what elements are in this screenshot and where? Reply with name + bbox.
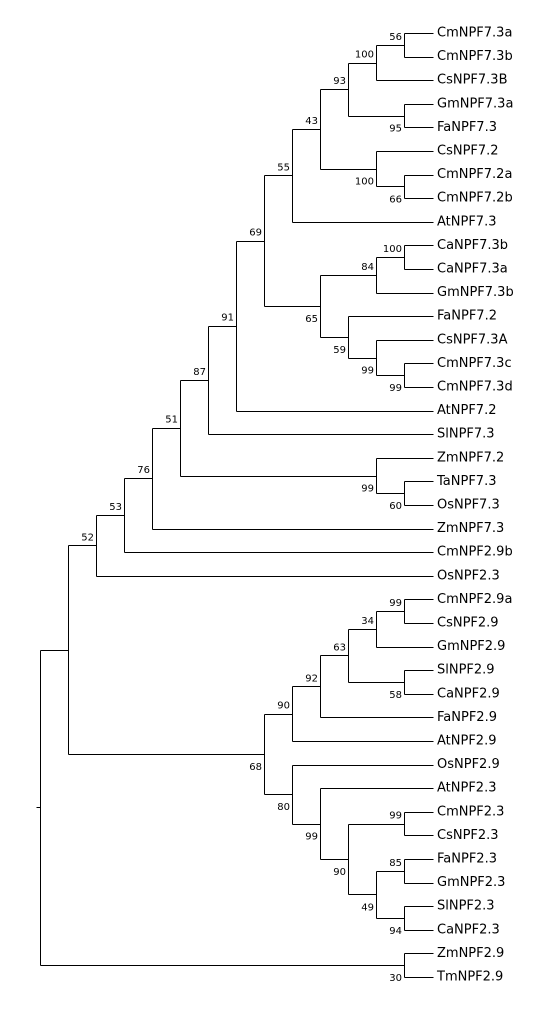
support-value-n_93: 93 <box>333 76 346 87</box>
leaf-label-SlNPF2.9: SlNPF2.9 <box>437 663 495 678</box>
support-value-n_55: 55 <box>277 162 290 173</box>
support-value-n_3B: 100 <box>355 50 374 61</box>
leaf-label-CmNPF7.3d: CmNPF7.3d <box>437 380 513 395</box>
support-value-n_59: 59 <box>333 345 346 356</box>
support-value-n_34: 34 <box>361 616 374 627</box>
support-value-n_ca: 100 <box>383 244 402 255</box>
support-value-n_2a2b: 66 <box>389 194 402 205</box>
leaf-label-FaNPF7.2: FaNPF7.2 <box>437 309 497 324</box>
support-value-n_90a: 90 <box>277 701 290 712</box>
support-value-n_65: 65 <box>305 314 318 325</box>
leaf-label-CmNPF2.9b: CmNPF2.9b <box>437 545 513 560</box>
leaf-label-CsNPF7.2: CsNPF7.2 <box>437 144 499 159</box>
leaf-label-ZmNPF7.2: ZmNPF7.2 <box>437 450 504 465</box>
support-value-n_at23: 99 <box>305 832 318 843</box>
support-value-n_taos: 60 <box>389 501 402 512</box>
leaf-label-CaNPF7.3b: CaNPF7.3b <box>437 238 508 253</box>
leaf-label-CmNPF2.9a: CmNPF2.9a <box>437 592 512 607</box>
support-value-n_slca29: 58 <box>389 690 402 701</box>
support-value-n_91: 91 <box>221 313 234 324</box>
support-value-n_3c3d: 99 <box>389 383 402 394</box>
support-value-n_52: 52 <box>81 532 94 543</box>
leaf-label-CmNPF7.2a: CmNPF7.2a <box>437 167 512 182</box>
support-value-n_63: 63 <box>333 642 346 653</box>
support-value-n_90b: 90 <box>333 867 346 878</box>
leaf-label-CsNPF2.3: CsNPF2.3 <box>437 828 499 843</box>
support-value-n_3a3b: 56 <box>389 32 402 43</box>
leaf-label-CaNPF2.9: CaNPF2.9 <box>437 686 500 701</box>
support-value-n_76: 76 <box>137 465 150 476</box>
support-value-n_gmfa: 95 <box>389 124 402 135</box>
support-value-n_49: 49 <box>361 902 374 913</box>
support-value-n_53: 53 <box>109 502 122 513</box>
leaf-label-CmNPF7.3a: CmNPF7.3a <box>437 26 512 41</box>
leaf-label-CmNPF7.3c: CmNPF7.3c <box>437 356 512 371</box>
support-value-n_99b: 99 <box>361 366 374 377</box>
leaf-label-AtNPF7.2: AtNPF7.2 <box>437 403 496 418</box>
leaf-label-CmNPF7.3b: CmNPF7.3b <box>437 49 513 64</box>
leaf-label-CaNPF2.3: CaNPF2.3 <box>437 922 500 937</box>
support-value-n_84: 84 <box>361 262 374 273</box>
leaf-label-CsNPF2.9: CsNPF2.9 <box>437 616 499 631</box>
support-value-n_69: 69 <box>249 228 262 239</box>
support-value-n_zmtm: 30 <box>389 973 402 984</box>
leaf-label-TmNPF2.9: TmNPF2.9 <box>436 970 503 985</box>
leaf-label-TaNPF7.3: TaNPF7.3 <box>436 474 496 489</box>
leaf-label-FaNPF2.3: FaNPF2.3 <box>437 852 497 867</box>
support-value-n_slca23: 94 <box>389 926 402 937</box>
tree-branches <box>36 33 434 978</box>
support-value-n_fagm23: 85 <box>389 858 402 869</box>
leaf-label-GmNPF7.3a: GmNPF7.3a <box>437 96 513 111</box>
support-value-n_cmcs23: 99 <box>389 811 402 822</box>
leaf-label-ZmNPF7.3: ZmNPF7.3 <box>437 521 504 536</box>
support-value-n_92: 92 <box>305 673 318 684</box>
leaf-label-CmNPF2.3: CmNPF2.3 <box>437 804 504 819</box>
leaf-label-AtNPF2.9: AtNPF2.9 <box>437 734 496 749</box>
support-value-n_cs72: 100 <box>355 177 374 188</box>
bootstrap-support-values: 56 100 95 93 66 100 43 55 100 84 99 99 59 65 69 91 87 60 9… <box>81 32 402 984</box>
support-value-n_cmcs29: 99 <box>389 598 402 609</box>
leaf-label-CsNPF7.3B: CsNPF7.3B <box>437 73 507 88</box>
leaf-label-ZmNPF2.9: ZmNPF2.9 <box>437 946 504 961</box>
leaf-labels: CmNPF7.3a CmNPF7.3b CsNPF7.3B GmNPF7.3a FaNP… <box>436 26 514 985</box>
leaf-label-GmNPF7.3b: GmNPF7.3b <box>437 285 514 300</box>
leaf-label-FaNPF2.9: FaNPF2.9 <box>437 710 497 725</box>
support-value-n_68: 68 <box>249 762 262 773</box>
leaf-label-OsNPF2.3: OsNPF2.3 <box>437 568 500 583</box>
leaf-label-CsNPF7.3A: CsNPF7.3A <box>437 332 508 347</box>
leaf-label-AtNPF7.3: AtNPF7.3 <box>437 214 496 229</box>
leaf-label-CaNPF7.3a: CaNPF7.3a <box>437 262 508 277</box>
support-value-n_51: 51 <box>165 415 178 426</box>
support-value-n_87: 87 <box>193 367 206 378</box>
support-value-n_zm72: 99 <box>361 484 374 495</box>
support-value-n_os29: 80 <box>277 802 290 813</box>
support-value-n_43: 43 <box>305 116 318 127</box>
leaf-label-CmNPF7.2b: CmNPF7.2b <box>437 191 513 206</box>
leaf-label-SlNPF7.3: SlNPF7.3 <box>437 427 495 442</box>
leaf-label-OsNPF2.9: OsNPF2.9 <box>437 757 500 772</box>
leaf-label-GmNPF2.3: GmNPF2.3 <box>437 875 505 890</box>
leaf-label-GmNPF2.9: GmNPF2.9 <box>437 639 505 654</box>
leaf-label-OsNPF7.3: OsNPF7.3 <box>437 498 500 513</box>
leaf-label-FaNPF7.3: FaNPF7.3 <box>437 120 497 135</box>
leaf-label-AtNPF2.3: AtNPF2.3 <box>437 781 496 796</box>
leaf-label-SlNPF2.3: SlNPF2.3 <box>437 899 495 914</box>
